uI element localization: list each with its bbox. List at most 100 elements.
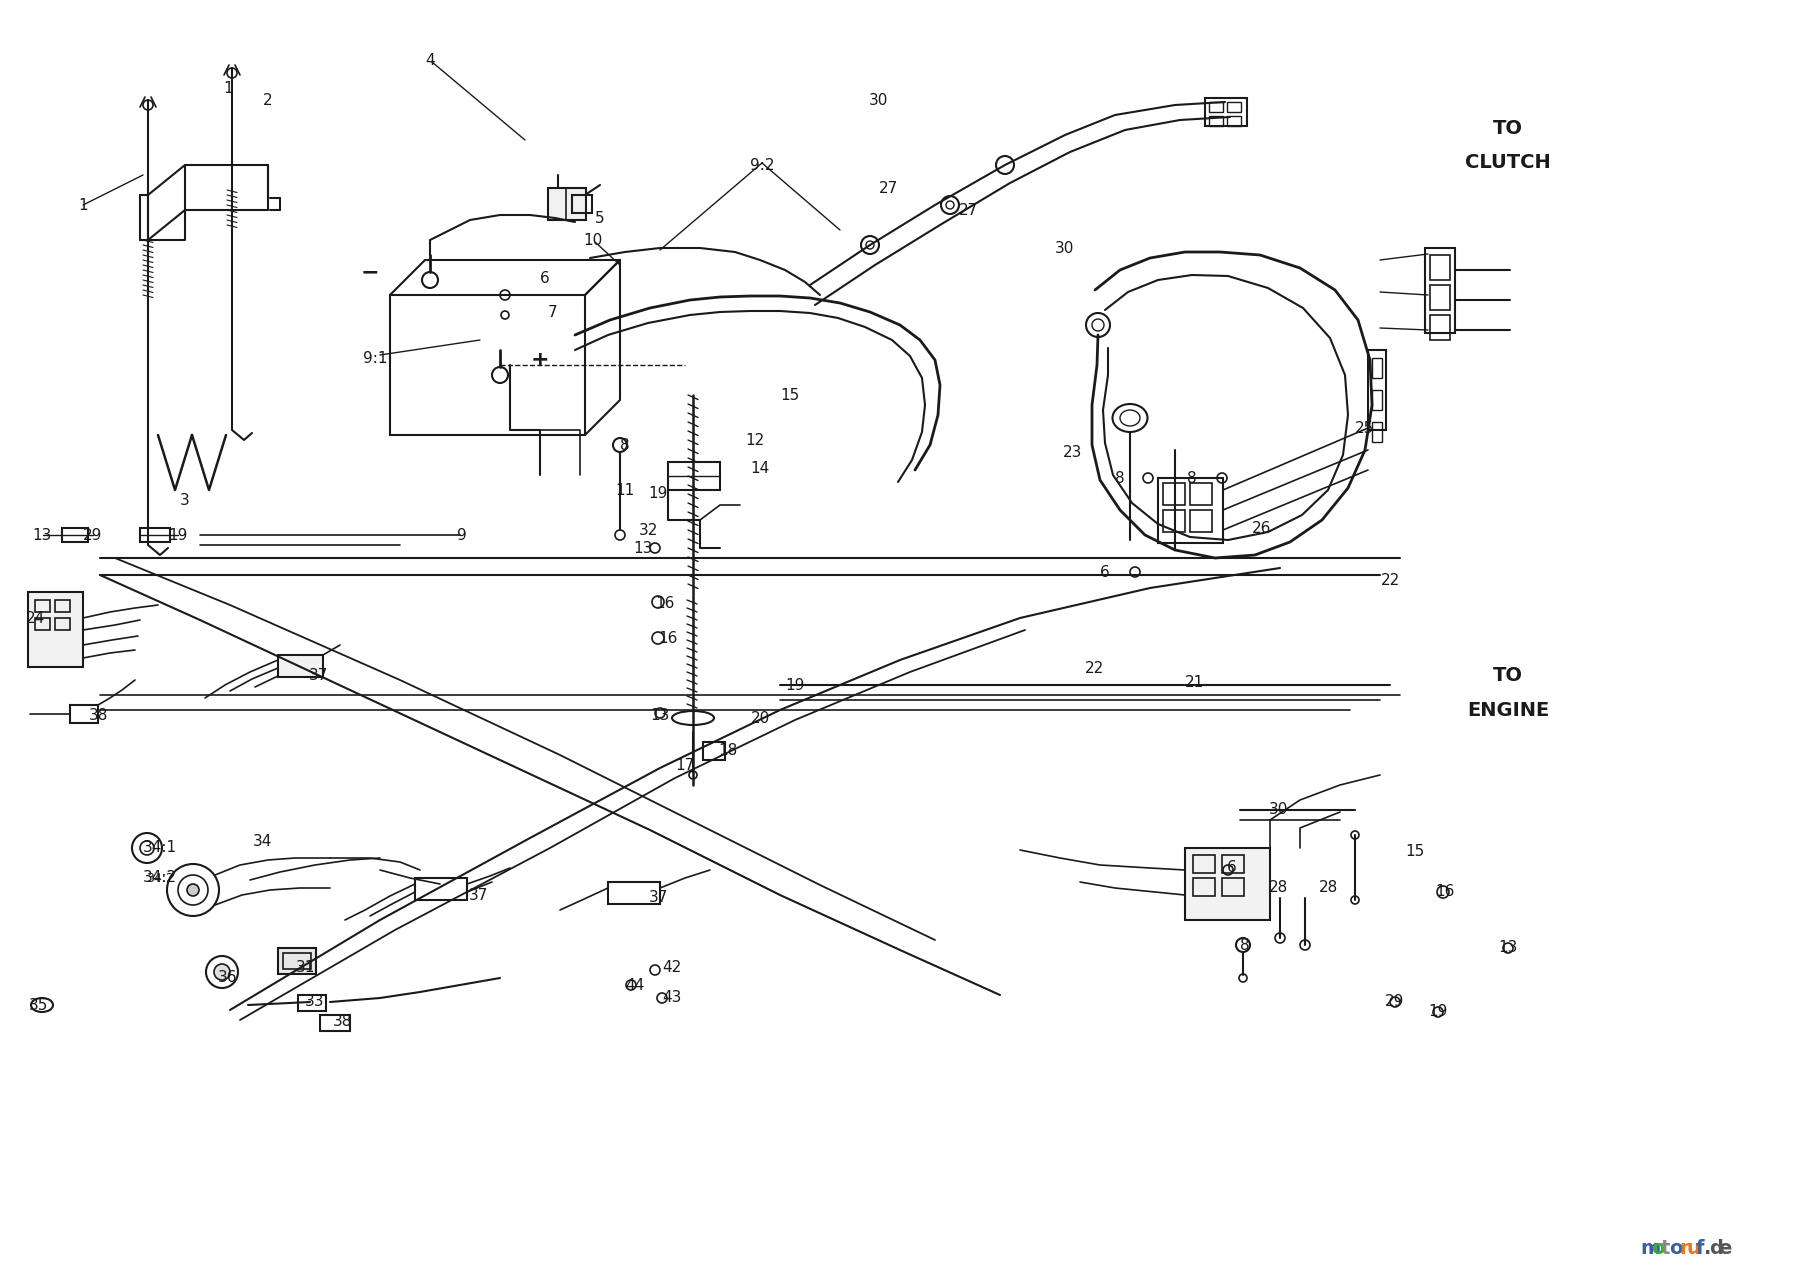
- Text: 9:1: 9:1: [364, 350, 387, 366]
- Text: 11: 11: [616, 483, 635, 497]
- Text: 25: 25: [1355, 420, 1375, 436]
- Text: 26: 26: [1253, 520, 1271, 535]
- Text: 34:2: 34:2: [142, 870, 176, 886]
- Bar: [608, 882, 661, 904]
- Text: 20: 20: [751, 711, 770, 726]
- Text: 22: 22: [1085, 661, 1105, 676]
- Bar: [70, 705, 97, 723]
- Bar: [547, 188, 587, 220]
- Bar: [1193, 878, 1215, 896]
- Text: 8: 8: [1116, 470, 1125, 486]
- Text: 6: 6: [1228, 860, 1237, 875]
- Text: 1: 1: [77, 198, 88, 212]
- Text: 34:2: 34:2: [146, 872, 175, 884]
- Bar: [547, 188, 565, 220]
- Text: 9:2: 9:2: [751, 157, 774, 173]
- Text: 37: 37: [648, 891, 668, 906]
- Bar: [668, 463, 720, 489]
- Text: t: t: [1661, 1238, 1670, 1258]
- Bar: [1228, 116, 1240, 127]
- Text: 15: 15: [1406, 845, 1424, 860]
- Text: 38: 38: [88, 708, 108, 722]
- Bar: [277, 948, 317, 974]
- Text: 24: 24: [25, 611, 45, 625]
- Text: 33: 33: [306, 994, 324, 1010]
- Bar: [1204, 98, 1247, 127]
- Bar: [1222, 878, 1244, 896]
- Bar: [391, 295, 585, 435]
- Circle shape: [214, 964, 230, 980]
- Bar: [1426, 248, 1454, 334]
- Text: 37: 37: [468, 887, 488, 902]
- Text: 19: 19: [169, 528, 187, 542]
- Text: 7: 7: [549, 304, 558, 320]
- Text: 29: 29: [1386, 994, 1404, 1010]
- Text: 15: 15: [781, 387, 799, 403]
- Bar: [1193, 855, 1215, 873]
- Text: 6: 6: [540, 271, 549, 285]
- Text: 21: 21: [1186, 675, 1204, 690]
- Text: 3: 3: [180, 492, 189, 507]
- Bar: [1372, 390, 1382, 410]
- Bar: [34, 619, 50, 630]
- Text: 17: 17: [675, 758, 695, 772]
- Text: 19: 19: [648, 486, 668, 501]
- Text: 32: 32: [639, 523, 657, 538]
- Bar: [1429, 314, 1451, 340]
- Text: 8: 8: [1240, 938, 1249, 952]
- Text: 13: 13: [32, 528, 52, 542]
- Bar: [34, 599, 50, 612]
- Text: 16: 16: [1435, 884, 1454, 900]
- Text: 31: 31: [295, 961, 315, 975]
- Text: 28: 28: [1318, 881, 1337, 896]
- Text: 42: 42: [662, 961, 682, 975]
- Bar: [1190, 510, 1211, 532]
- Bar: [140, 528, 169, 542]
- Text: 6: 6: [1100, 565, 1111, 579]
- Bar: [1163, 510, 1184, 532]
- Bar: [320, 1015, 349, 1031]
- Text: 27: 27: [878, 180, 898, 196]
- Text: u: u: [1687, 1238, 1701, 1258]
- Bar: [1372, 358, 1382, 378]
- Text: 22: 22: [1381, 573, 1400, 588]
- Bar: [299, 996, 326, 1011]
- Text: 23: 23: [1064, 445, 1082, 460]
- Bar: [1372, 422, 1382, 442]
- Text: 44: 44: [625, 978, 644, 993]
- Bar: [1190, 483, 1211, 505]
- Text: 13: 13: [650, 708, 670, 722]
- Text: 14: 14: [751, 460, 770, 475]
- Text: 1: 1: [223, 81, 232, 96]
- Text: .: .: [1705, 1238, 1712, 1258]
- Text: 5: 5: [596, 211, 605, 225]
- Text: 19: 19: [1429, 1005, 1447, 1020]
- Text: 30: 30: [1269, 803, 1287, 818]
- Bar: [1210, 102, 1222, 112]
- Text: 35: 35: [29, 998, 47, 1012]
- Text: 12: 12: [745, 432, 765, 447]
- Text: o: o: [1651, 1238, 1665, 1258]
- Text: +: +: [531, 350, 549, 371]
- Bar: [1157, 478, 1222, 543]
- Text: 10: 10: [583, 233, 603, 248]
- Text: 16: 16: [655, 596, 675, 611]
- Text: CLUTCH: CLUTCH: [1465, 152, 1552, 171]
- Bar: [1429, 256, 1451, 280]
- Bar: [56, 619, 70, 630]
- Bar: [1368, 350, 1386, 429]
- Text: 29: 29: [83, 528, 103, 542]
- Text: e: e: [1717, 1238, 1732, 1258]
- Text: d: d: [1708, 1238, 1723, 1258]
- Text: 36: 36: [218, 970, 238, 985]
- Text: 37: 37: [308, 667, 328, 682]
- Text: 16: 16: [659, 630, 677, 645]
- Text: 4: 4: [425, 52, 436, 68]
- Text: 13: 13: [1498, 941, 1517, 956]
- Bar: [1163, 483, 1184, 505]
- Text: TO: TO: [1492, 666, 1523, 685]
- Bar: [29, 592, 83, 667]
- Bar: [283, 953, 311, 969]
- Text: 8: 8: [621, 437, 630, 452]
- Text: 19: 19: [785, 677, 805, 693]
